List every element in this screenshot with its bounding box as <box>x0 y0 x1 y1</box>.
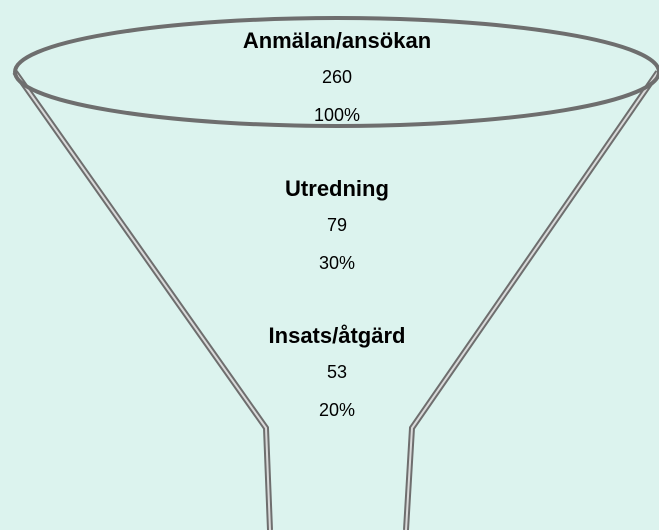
stage-count: 79 <box>327 215 347 235</box>
stage-count: 53 <box>327 362 347 382</box>
funnel-diagram: Anmälan/ansökan 260 100% Utredning 79 30% Insa… <box>0 0 659 530</box>
funnel-shape <box>15 18 659 530</box>
stage-label: Anmälan/ansökan <box>243 28 431 53</box>
stage-label: Utredning <box>285 176 389 201</box>
stage-label: Insats/åtgärd <box>269 323 406 348</box>
stage-percent: 30% <box>319 253 355 273</box>
stage-labels: Anmälan/ansökan 260 100% Utredning 79 30% Insa… <box>243 28 431 420</box>
stage-count: 260 <box>322 67 352 87</box>
stage-percent: 100% <box>314 105 360 125</box>
page: Anmälan/ansökan 260 100% Utredning 79 30% Insa… <box>0 0 659 530</box>
funnel-outline <box>15 72 658 530</box>
stage-percent: 20% <box>319 400 355 420</box>
funnel-inner-line <box>15 72 658 530</box>
